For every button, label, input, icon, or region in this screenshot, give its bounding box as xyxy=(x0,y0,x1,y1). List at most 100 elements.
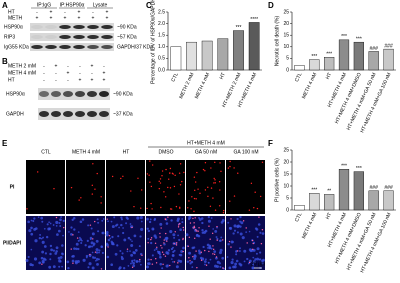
nucleus xyxy=(122,231,125,235)
pi-dot xyxy=(237,172,239,174)
nucleus xyxy=(201,228,204,232)
pi-dot xyxy=(154,242,157,244)
nucleus xyxy=(111,225,115,229)
nucleus xyxy=(89,236,93,240)
nucleus xyxy=(80,241,83,244)
nucleus xyxy=(43,227,46,230)
nucleus xyxy=(235,253,238,256)
pi-dot xyxy=(80,197,82,199)
nucleus xyxy=(193,257,196,260)
band xyxy=(59,45,71,49)
nucleus xyxy=(58,221,61,225)
sign: - xyxy=(43,63,45,69)
pi-dot xyxy=(182,250,184,253)
y-tick-label: 5 xyxy=(286,56,289,62)
sign: + xyxy=(50,15,53,21)
nucleus xyxy=(56,233,59,236)
pi-dot xyxy=(158,187,161,190)
nucleus xyxy=(107,238,111,242)
nucleus xyxy=(113,216,116,219)
micrograph xyxy=(226,160,265,214)
nucleus xyxy=(116,223,119,226)
nucleus xyxy=(175,265,179,269)
bar xyxy=(170,46,182,71)
pi-dot xyxy=(131,266,134,269)
pi-dot xyxy=(213,177,215,180)
panel-label: D xyxy=(268,1,274,10)
nucleus xyxy=(55,250,58,253)
band xyxy=(101,45,113,49)
panel-label: F xyxy=(268,139,273,148)
significance: *** xyxy=(341,164,347,170)
nucleus xyxy=(111,235,114,239)
nucleus xyxy=(119,250,122,253)
pi-dot xyxy=(160,206,162,209)
pi-dot xyxy=(252,242,254,245)
pi-dot xyxy=(192,227,194,229)
bar xyxy=(368,190,379,211)
nucleus xyxy=(219,248,223,252)
pi-dot xyxy=(194,217,196,219)
pi-dot xyxy=(179,184,182,186)
nucleus xyxy=(220,220,224,224)
significance: *** xyxy=(341,34,347,40)
nucleus xyxy=(171,258,173,260)
nucleus xyxy=(127,265,130,267)
nucleus xyxy=(139,216,143,220)
nucleus xyxy=(181,221,184,224)
pi-dot xyxy=(94,188,96,190)
bar xyxy=(294,204,305,211)
nucleus xyxy=(49,244,53,248)
pi-dot xyxy=(161,247,163,249)
nucleus xyxy=(216,260,220,264)
sign: + xyxy=(78,15,81,21)
pi-dot xyxy=(191,196,193,198)
nucleus xyxy=(249,249,253,253)
nucleus xyxy=(214,229,218,233)
nucleus xyxy=(259,231,262,234)
band xyxy=(73,45,85,49)
nucleus xyxy=(172,233,176,237)
nucleus xyxy=(70,233,73,236)
nucleus xyxy=(147,237,150,240)
pi-dot xyxy=(151,263,154,265)
nucleus xyxy=(186,260,190,263)
nucleus xyxy=(39,233,42,236)
pi-dot xyxy=(261,229,264,231)
pi-dot xyxy=(256,207,259,210)
scale-label: 20 μm xyxy=(251,261,265,267)
pi-dot xyxy=(150,258,152,261)
pi-dot xyxy=(146,207,148,210)
nucleus xyxy=(50,248,53,252)
nucleus xyxy=(41,250,45,254)
nucleus xyxy=(114,252,118,256)
nucleus xyxy=(236,231,239,234)
pi-dot xyxy=(204,170,206,172)
band xyxy=(73,35,85,39)
nucleus xyxy=(200,217,204,220)
pi-dot xyxy=(202,168,205,171)
nucleus xyxy=(151,227,155,231)
sign: + xyxy=(91,77,94,83)
nucleus xyxy=(252,248,256,252)
nucleus xyxy=(153,218,156,222)
nucleus xyxy=(54,252,58,255)
pi-dot xyxy=(210,167,212,169)
bar xyxy=(338,39,350,71)
nucleus xyxy=(61,244,64,247)
nucleus xyxy=(241,236,245,240)
nucleus xyxy=(203,260,207,263)
pi-dot xyxy=(189,260,191,262)
pi-dot xyxy=(197,188,199,190)
pi-dot xyxy=(214,209,217,211)
nucleus xyxy=(159,222,163,226)
pi-dot xyxy=(158,180,160,183)
significance: **** xyxy=(250,17,258,23)
significance: ### xyxy=(370,46,379,52)
pi-dot xyxy=(164,196,167,198)
pi-dot xyxy=(230,218,232,220)
nucleus xyxy=(105,242,109,245)
nucleus xyxy=(120,218,123,221)
column-header: IP:IgG xyxy=(37,2,51,8)
pi-dot xyxy=(198,227,200,229)
